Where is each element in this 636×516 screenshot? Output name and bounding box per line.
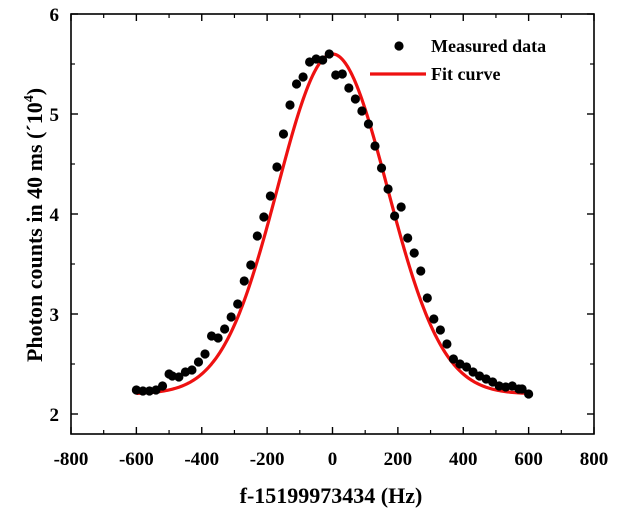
measured-point (337, 69, 347, 79)
measured-point (259, 212, 269, 222)
measured-point (193, 357, 204, 367)
measured-point (416, 266, 426, 276)
x-tick-label: -200 (250, 449, 285, 470)
measured-point (383, 184, 393, 194)
measured-point (403, 233, 413, 243)
measured-points-layer (131, 49, 534, 399)
x-tick-label: 600 (514, 449, 543, 470)
y-tick-label: 6 (50, 5, 60, 26)
measured-point (396, 202, 406, 212)
measured-point (233, 299, 243, 309)
measured-point (344, 83, 354, 93)
fit-curve-layer (136, 52, 529, 396)
measured-point (350, 94, 360, 104)
measured-point (200, 349, 210, 359)
measured-point (138, 386, 148, 396)
measured-point (278, 129, 289, 139)
measured-point (272, 162, 282, 172)
measured-point (324, 49, 334, 59)
measured-point (357, 106, 367, 116)
y-axis-title-main: Photon counts in 40 ms (´10 (22, 102, 47, 362)
y-tick-label: 4 (50, 205, 60, 226)
measured-point (291, 79, 302, 89)
measured-point (246, 260, 256, 270)
y-axis-title: Photon counts in 40 ms (´104) (22, 88, 47, 362)
measured-point (429, 314, 439, 324)
x-tick-label: 0 (328, 449, 338, 470)
measured-point (252, 231, 262, 241)
fit-curve-line (136, 52, 529, 396)
x-tick-label: 400 (449, 449, 478, 470)
measured-point (239, 276, 249, 286)
measured-point (370, 141, 380, 151)
x-tick-label: -800 (54, 449, 89, 470)
measured-point (376, 163, 387, 173)
measured-point (285, 100, 295, 110)
legend-marker-measured (394, 41, 404, 51)
measured-point (422, 293, 432, 303)
measured-point (524, 389, 534, 399)
measured-point (265, 191, 275, 201)
x-axis-title: f-15199973434 (Hz) (240, 483, 423, 508)
x-tick-label: -400 (184, 449, 219, 470)
measured-point (442, 339, 452, 349)
measured-point (220, 324, 230, 334)
x-tick-label: -600 (119, 449, 154, 470)
measured-point (226, 312, 236, 322)
y-axis-title-exponent: 4 (22, 95, 37, 102)
y-tick-label: 5 (50, 105, 60, 126)
measured-point (448, 354, 459, 364)
measured-point (157, 381, 168, 391)
legend-label-measured: Measured data (431, 36, 546, 56)
x-tick-label: 800 (580, 449, 609, 470)
measured-point (187, 365, 197, 375)
measured-point (318, 55, 328, 65)
legend: Measured data Fit curve (370, 36, 546, 84)
tick-layer: -800 -600 -400 -200 0 200 400 600 800 2 3 4 5 6 (50, 5, 609, 470)
legend-label-fit: Fit curve (431, 64, 500, 84)
measured-point (390, 211, 400, 221)
measured-point (461, 362, 472, 372)
y-axis-title-close: ) (22, 88, 47, 95)
measured-point (409, 248, 419, 258)
y-tick-label: 3 (50, 305, 60, 326)
measured-point (435, 325, 445, 335)
measured-point (174, 372, 184, 382)
measured-point (213, 333, 223, 343)
measured-point (517, 384, 527, 394)
y-tick-label: 2 (50, 405, 60, 426)
x-tick-label: 200 (384, 449, 413, 470)
measured-point (363, 119, 374, 129)
measured-point (298, 72, 308, 82)
